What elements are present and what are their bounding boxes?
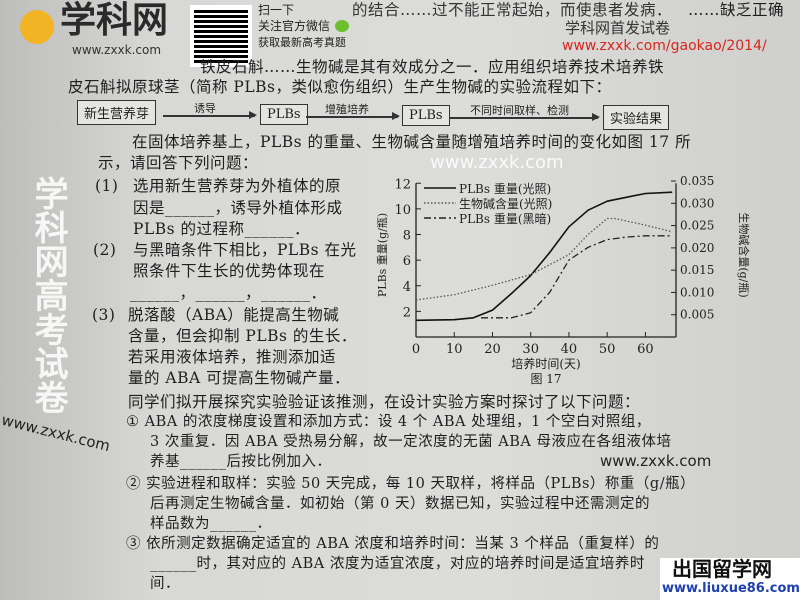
question-line: 选用新生营养芽为外植体的原 (133, 177, 342, 195)
legend-label: 生物碱含量(光照) (459, 196, 552, 211)
y2-tick-label: 0.025 (680, 219, 714, 233)
x-tick-label: 30 (522, 342, 539, 357)
sub-question-line: 3 次重复．因 ABA 受热易分解，故一定浓度的无菌 ABA 母液应在各组液体培 (150, 434, 672, 450)
question-line: 量的 ABA 可提高生物碱产量． (128, 369, 351, 387)
qr-caption: 关注官方微信 (258, 19, 331, 33)
y-tick-label: 4 (403, 280, 411, 295)
flow-arrow (450, 114, 600, 120)
mascot-icon (20, 10, 54, 44)
y2-tick-label: 0.015 (680, 263, 714, 277)
y-tick-label: 6 (403, 254, 411, 269)
question-line: PLBs 的过程称______． (133, 220, 310, 238)
paragraph-line: 在固体培养基上，PLBs 的重量、生物碱含量随增殖培养时间的变化如图 17 所 (132, 133, 692, 151)
y-tick-label: 2 (403, 305, 411, 320)
liuxue-url[interactable]: www.liuxue86.com (662, 581, 800, 596)
sub-question-line: ______时，其对应的 ABA 浓度为适宜浓度，对应的培养时间是适宜培养时间． (150, 556, 645, 592)
y-tick-label: 12 (394, 177, 411, 192)
series-line-3 (481, 235, 673, 319)
x-tick-label: 40 (561, 342, 578, 357)
series-line-1 (415, 191, 673, 322)
flow-arrow-label: 诱导 (194, 102, 216, 115)
figure-caption: 图 17 (530, 372, 561, 386)
watermark: www.zxxk.com (430, 152, 564, 173)
flow-box: PLBs (402, 105, 450, 126)
flow-box: 新生营养芽 (77, 100, 157, 125)
sub-question-line: ③ 依所测定数据确定适宜的 ABA 浓度和培养时间：当某 3 个样品（重复样）的 (126, 536, 660, 552)
question-line: 若采用液体培养，推测添加适 (128, 348, 337, 366)
sub-question-line: ① ABA 的浓度梯度设置和添加方式：设 4 个 ABA 处理组，1 个空白对照… (126, 414, 651, 430)
flow-arrow (306, 113, 400, 119)
sub-question-line: 样品数为______． (150, 516, 272, 532)
liuxue-title: 出国留学网 (672, 557, 772, 581)
y-tick-label: 8 (403, 229, 411, 244)
question-line: 照条件下生长的优势体现在 (133, 262, 326, 280)
sub-question-line: 后再测定生物碱含量．如初始（第 0 天）数据已知，实验过程中还需测定的 (150, 496, 650, 512)
y2-axis-label: 生物碱含量(g/瓶) (737, 212, 751, 297)
liuxue-badge: 出国留学网 www.liuxue86.com (660, 558, 800, 600)
question-number: (1) (95, 177, 119, 195)
paragraph-line: 示，请回答下列问题： (98, 154, 259, 172)
x-tick-label: 10 (446, 342, 463, 357)
release-url[interactable]: www.zxxk.com/gaokao/2014/ (562, 38, 767, 54)
legend-label: PLBs 重量(黑暗) (459, 211, 551, 226)
x-tick-label: 20 (484, 342, 501, 357)
y-axis-label: PLBs 重量(g/瓶) (375, 213, 389, 297)
question-line: 脱落酸（ABA）能提高生物碱 (128, 306, 340, 324)
logo-url: www.zxxk.com (72, 43, 162, 57)
x-tick-label: 50 (599, 342, 616, 357)
question-line: 同学们拟开展探究实验验证该推测，在设计实验方案时探讨了以下问题： (128, 393, 641, 411)
y2-tick-label: 0.035 (680, 174, 714, 188)
question-line: 与黑暗条件下相比，PLBs 在光 (133, 241, 357, 259)
y2-tick-label: 0.010 (680, 285, 714, 299)
qr-caption: 扫一下 (258, 3, 295, 17)
sub-question-line: 养基______后按比例加入． (150, 454, 332, 470)
wechat-icon (335, 20, 349, 32)
legend-label: PLBs 重量(光照) (459, 182, 551, 196)
flow-arrow-label: 不同时间取样、检测 (470, 104, 569, 117)
intro-line: 皮石斛拟原球茎（简称 PLBs，类似愈伤组织）生产生物碱的实验流程如下： (68, 78, 612, 96)
y2-tick-label: 0.020 (680, 241, 714, 255)
question-line: 含量，但会抑制 PLBs 的生长． (128, 327, 357, 345)
x-tick-label: 0 (412, 342, 420, 357)
flow-arrow (163, 112, 257, 118)
sub-question-line: ② 实验进程和取样：实验 50 天完成，每 10 天取样，将样品（PLBs）称重… (126, 476, 696, 492)
header-line: 的结合……过不能正常起始，而使患者发病． (352, 1, 673, 19)
y2-tick-label: 0.005 (680, 308, 714, 322)
flow-box: PLBs (260, 104, 308, 125)
question-line: 因是______，诱导外植体形成 (133, 199, 343, 217)
y-tick-label: 10 (394, 203, 411, 218)
qr-code (190, 5, 252, 67)
intro-line: 铁皮石斛……生物碱是其有效成分之一．应用组织培养技术培养铁 (200, 58, 665, 76)
watermark: www.zxxk.com (600, 452, 712, 470)
release-label: 学科网首发试卷 (565, 19, 671, 37)
logo-text: 学科网 (60, 0, 169, 41)
question-number: (2) (93, 241, 117, 259)
flow-box: 实验结果 (603, 105, 670, 130)
y2-tick-label: 0.030 (680, 196, 714, 210)
watermark-banner: 学科网高考试卷 (28, 176, 69, 414)
x-axis-label: 培养时间(天) (511, 356, 580, 371)
flow-arrow-label: 增殖培养 (325, 103, 369, 116)
question-number: (3) (92, 306, 116, 324)
header-line-right: ……缺乏正确 (688, 1, 785, 19)
qr-caption: 获取最新高考真题 (258, 36, 346, 49)
x-tick-label: 60 (637, 342, 654, 357)
question-line: ______，______，______． (130, 284, 327, 302)
